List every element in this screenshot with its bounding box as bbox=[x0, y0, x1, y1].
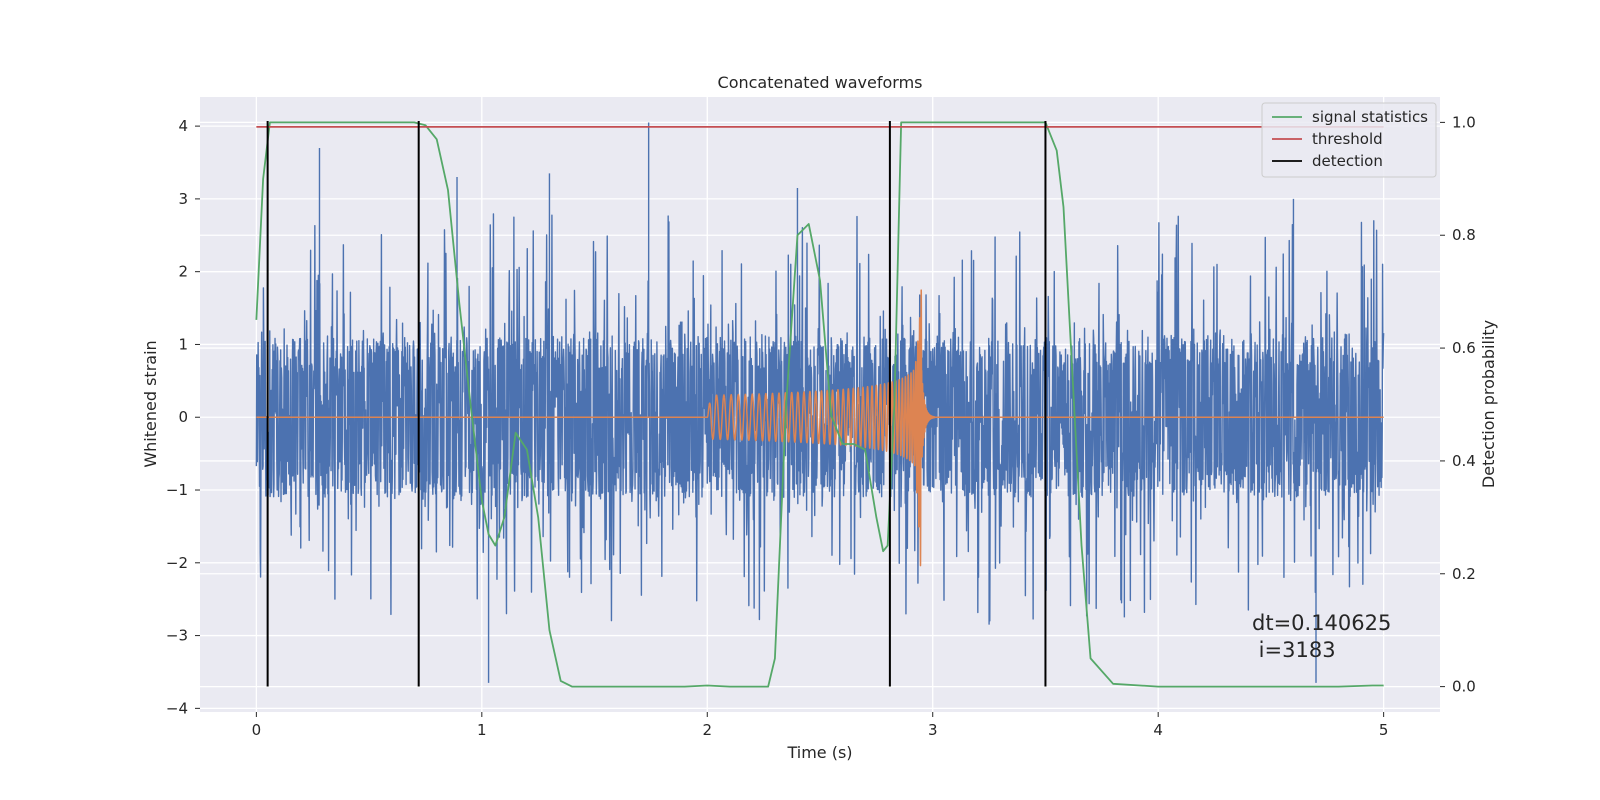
x-tick-label: 2 bbox=[702, 721, 712, 739]
x-tick-label: 3 bbox=[928, 721, 938, 739]
legend-label-detection: detection bbox=[1312, 152, 1383, 170]
x-tick-label: 1 bbox=[477, 721, 487, 739]
y-tick-label: −4 bbox=[166, 699, 188, 717]
y-tick-label: 3 bbox=[178, 190, 188, 208]
y-tick-label: 0 bbox=[178, 408, 188, 426]
y-tick-label: 2 bbox=[178, 263, 188, 281]
y2-tick-label: 0.2 bbox=[1452, 565, 1476, 583]
legend-label-threshold: threshold bbox=[1312, 130, 1383, 148]
x-tick-label: 0 bbox=[252, 721, 262, 739]
y-tick-label: 4 bbox=[178, 117, 188, 135]
y2-tick-label: 0.8 bbox=[1452, 226, 1476, 244]
x-tick-label: 5 bbox=[1379, 721, 1389, 739]
y2-axis-label: Detection probability bbox=[1479, 320, 1498, 488]
noise-series-line bbox=[255, 122, 1385, 683]
y2-tick-label: 0.6 bbox=[1452, 339, 1476, 357]
x-tick-label: 4 bbox=[1153, 721, 1163, 739]
x-axis-label: Time (s) bbox=[786, 743, 852, 762]
legend: signal statistics threshold detection bbox=[1261, 102, 1437, 178]
legend-label-signal-statistics: signal statistics bbox=[1312, 108, 1428, 126]
y-axis-label: Whitened strain bbox=[141, 340, 160, 467]
y-tick-label: 1 bbox=[178, 335, 188, 353]
legend-box bbox=[1261, 102, 1437, 178]
series-layer bbox=[255, 121, 1385, 688]
chart-title: Concatenated waveforms bbox=[718, 73, 923, 92]
y2-tick-label: 0.4 bbox=[1452, 452, 1476, 470]
y-tick-label: −1 bbox=[166, 481, 188, 499]
chirp-series-line bbox=[256, 289, 1384, 567]
signal-statistics-line bbox=[255, 121, 1384, 688]
y2-tick-label: 0.0 bbox=[1452, 678, 1476, 696]
y-tick-label: −2 bbox=[166, 554, 188, 572]
y2-tick-label: 1.0 bbox=[1452, 113, 1476, 131]
annotation-dt: dt=0.140625 bbox=[1252, 611, 1391, 635]
annotation-i: i=3183 bbox=[1252, 638, 1336, 662]
ticks: 0 1 2 3 4 5 −4 −3 −2 −1 0 1 2 3 4 0.0 0.2 0.4 0.6 0.8 1.0 bbox=[166, 113, 1476, 739]
y-tick-label: −3 bbox=[166, 627, 188, 645]
